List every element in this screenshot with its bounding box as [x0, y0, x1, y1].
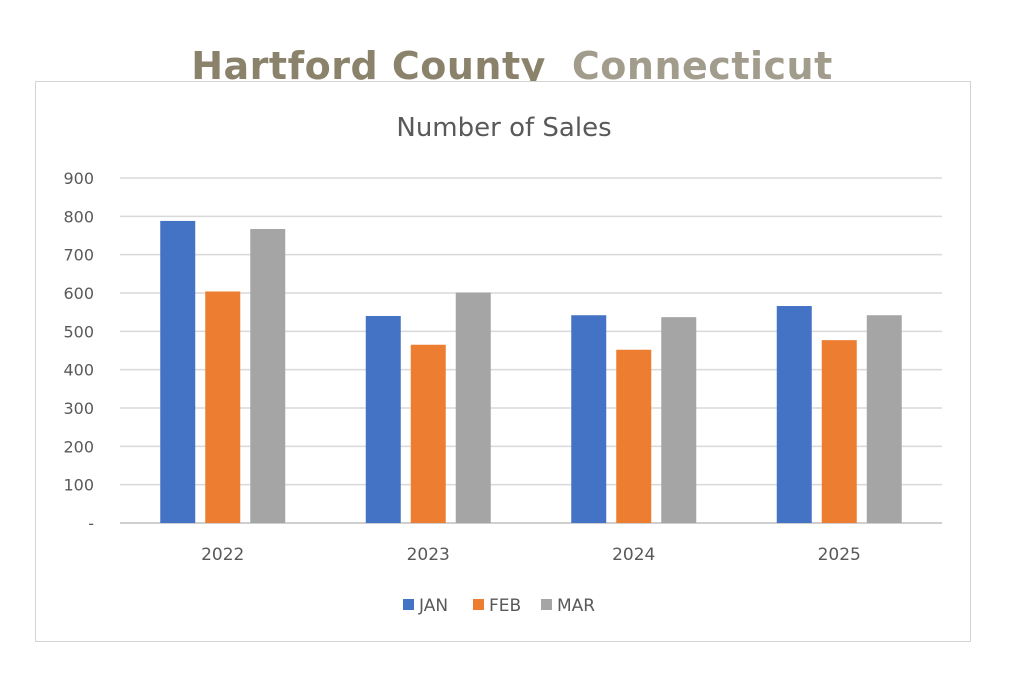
y-tick-label: 900	[63, 169, 94, 188]
county-title: Hartford County	[191, 44, 546, 88]
bar-jan-2024	[571, 315, 607, 523]
chart-title: Number of Sales	[396, 113, 611, 143]
bar-mar-2022	[250, 228, 286, 523]
y-tick-label: 600	[63, 284, 94, 303]
y-tick-label: 700	[63, 246, 94, 265]
x-tick-label: 2025	[818, 545, 861, 565]
x-tick-label: 2024	[612, 545, 655, 565]
legend-swatch-feb	[473, 599, 484, 610]
legend-label-mar: MAR	[557, 596, 595, 616]
bar-mar-2023	[455, 292, 491, 523]
page-header: Hartford County Connecticut	[0, 44, 1024, 88]
bar-mar-2025	[866, 315, 902, 523]
bar-feb-2025	[821, 340, 857, 523]
x-tick-label: 2023	[407, 545, 450, 565]
y-tick-label: 100	[63, 476, 94, 495]
legend-swatch-mar	[541, 599, 552, 610]
y-tick-label: 500	[63, 322, 94, 341]
bar-mar-2024	[661, 317, 697, 523]
bar-jan-2023	[365, 316, 401, 523]
bar-feb-2022	[205, 291, 241, 523]
y-tick-label: 400	[63, 361, 94, 380]
y-tick-label: -	[88, 514, 94, 533]
y-tick-label: 200	[63, 437, 94, 456]
legend-label-jan: JAN	[418, 596, 448, 616]
legend-swatch-jan	[403, 599, 414, 610]
bar-jan-2022	[160, 220, 196, 523]
x-tick-label: 2022	[201, 545, 244, 565]
bar-feb-2023	[410, 344, 446, 523]
y-tick-label: 300	[63, 399, 94, 418]
legend-label-feb: FEB	[489, 596, 521, 616]
state-title: Connecticut	[571, 44, 833, 88]
bar-jan-2025	[776, 306, 812, 523]
y-tick-label: 800	[63, 207, 94, 226]
bar-feb-2024	[616, 349, 652, 523]
